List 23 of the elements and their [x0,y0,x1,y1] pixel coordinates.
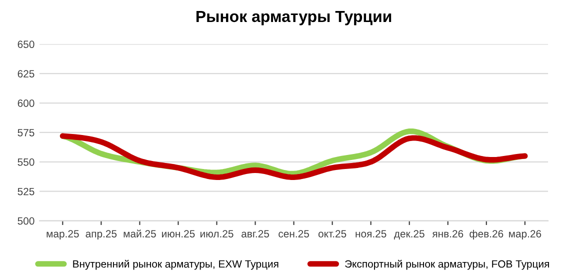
x-tick-label: сен.25 [278,230,309,238]
x-tick-label: мар.25 [46,230,79,240]
x-tick-label: окт.25 [318,230,346,238]
x-tick-label: июл.25 [200,230,234,238]
x-tick-label: мар.26 [509,230,542,240]
y-tick-label: 625 [18,70,34,78]
x-tick-label: май.25 [124,230,156,238]
y-tick-label: 600 [18,100,34,107]
x-tick-label: июн.25 [162,230,195,238]
y-tick-label: 550 [18,158,34,166]
legend-label: Экспортный рынок арматуры, FOB Турция [345,260,549,270]
x-tick-label: дек.25 [394,230,424,240]
y-tick-label: 525 [18,188,34,196]
x-tick-label: апр.25 [86,230,117,240]
x-tick-label: фев.26 [470,230,504,240]
legend-label: Внутренний рынок арматуры, EXW Турция [73,260,278,270]
x-tick-label: ноя.25 [356,230,386,238]
x-tick-label: авг.25 [242,230,270,238]
y-tick-label: 500 [18,217,34,225]
chart-title: Рынок арматуры Турции [196,10,392,26]
y-tick-label: 575 [18,129,34,136]
y-tick-label: 650 [18,40,34,48]
x-tick-label: янв.26 [432,230,464,238]
